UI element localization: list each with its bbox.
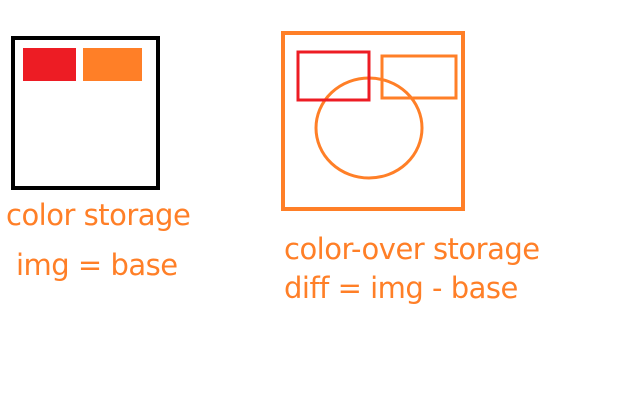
color-over-storage-formula: diff = img - base — [284, 271, 518, 305]
color-over-storage-frame — [281, 31, 465, 211]
color-over-storage-diagram — [281, 31, 465, 211]
orange-outline-box — [380, 54, 458, 100]
color-storage-formula: img = base — [16, 248, 178, 282]
color-storage-frame — [11, 36, 160, 190]
red-swatch — [23, 48, 76, 81]
red-outline-box — [296, 50, 371, 102]
color-storage-diagram — [11, 36, 160, 190]
orange-swatch — [83, 48, 142, 81]
color-storage-caption: color storage — [6, 198, 191, 232]
color-over-storage-caption: color-over storage — [284, 232, 540, 266]
